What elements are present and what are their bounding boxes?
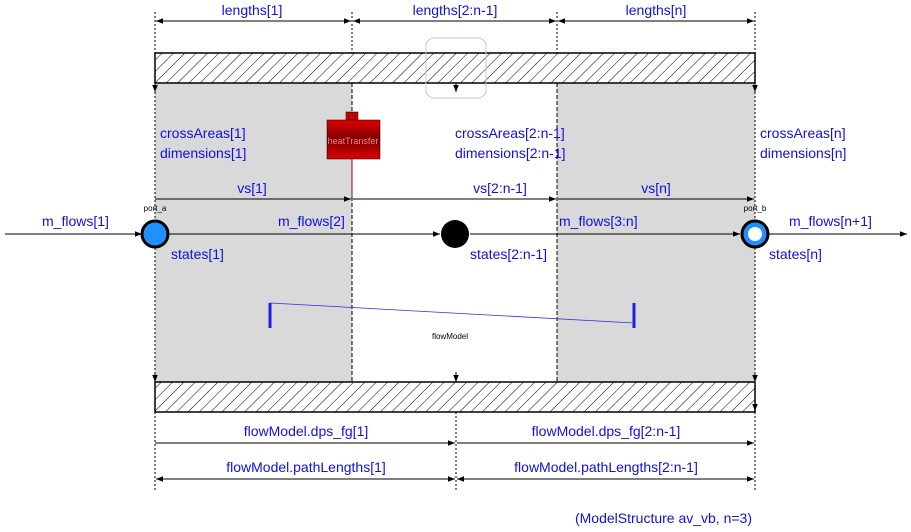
caption: (ModelStructure av_vb, n=3) <box>575 510 752 526</box>
top-wall <box>154 52 756 84</box>
states-n-label: states[n] <box>769 246 822 262</box>
m-flows-2-label: m_flows[2] <box>278 213 345 229</box>
dimensions-mid-label: dimensions[2:n-1] <box>455 145 566 161</box>
cross-areas-mid-label: crossAreas[2:n-1] <box>455 125 565 141</box>
port-b-label: port_b <box>744 204 767 213</box>
cross-areas-n-label: crossAreas[n] <box>760 125 846 141</box>
dps-fg-mid-label: flowModel.dps_fg[2:n-1] <box>532 423 681 439</box>
heat-transfer-body <box>326 119 381 160</box>
port-a-label: port_a <box>144 204 167 213</box>
m-flows-n1-label: m_flows[n+1] <box>789 213 872 229</box>
m-flows-1-label: m_flows[1] <box>42 213 109 229</box>
lengths-1-label: lengths[1] <box>222 2 283 18</box>
vs-1-label: vs[1] <box>237 180 267 196</box>
heat-transfer-block[interactable]: heatTransfer <box>326 111 381 160</box>
states-1-label: states[1] <box>171 246 224 262</box>
port-a[interactable] <box>140 219 170 249</box>
dimensions-1-label: dimensions[1] <box>160 145 246 161</box>
dps-fg-1-label: flowModel.dps_fg[1] <box>244 423 369 439</box>
heat-transfer-label: heatTransfer <box>328 136 379 146</box>
states-mid-label: states[2:n-1] <box>470 246 547 262</box>
vs-mid-label: vs[2:n-1] <box>473 180 527 196</box>
state-node <box>441 220 469 248</box>
guide-lines <box>154 12 756 490</box>
flow-model-arrows <box>155 440 754 482</box>
volume-1-shade <box>155 83 352 382</box>
vs-n-label: vs[n] <box>641 180 671 196</box>
port-b-inner <box>748 227 762 241</box>
path-lengths-1-label: flowModel.pathLengths[1] <box>226 459 386 475</box>
lengths-mid-label: lengths[2:n-1] <box>413 2 498 18</box>
flow-model-label: flowModel <box>432 332 468 341</box>
path-lengths-mid-label: flowModel.pathLengths[2:n-1] <box>514 459 698 475</box>
lengths-n-label: lengths[n] <box>626 2 687 18</box>
flow-model-icon[interactable]: flowModel <box>268 302 636 341</box>
placeholder-box <box>425 37 487 99</box>
dimensions-n-label: dimensions[n] <box>760 145 846 161</box>
wall-arrows <box>152 83 758 411</box>
cross-areas-1-label: crossAreas[1] <box>160 125 246 141</box>
m-flows-3n-label: m_flows[3:n] <box>559 213 638 229</box>
bottom-wall <box>154 381 756 413</box>
volume-n-shade <box>557 83 755 382</box>
